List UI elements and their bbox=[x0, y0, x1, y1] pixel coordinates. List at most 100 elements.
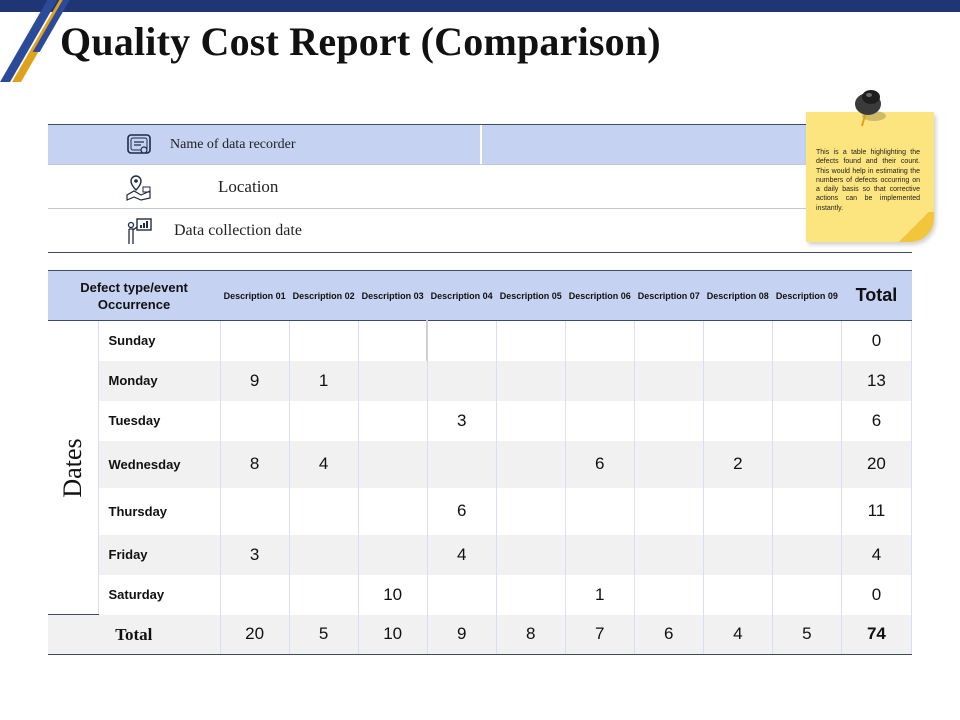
value-cell[interactable]: 1 bbox=[565, 574, 635, 615]
value-cell[interactable] bbox=[565, 487, 635, 535]
value-cell[interactable] bbox=[220, 574, 290, 615]
value-cell[interactable] bbox=[772, 487, 842, 535]
value-cell[interactable] bbox=[703, 360, 773, 401]
column-total-cell: 5 bbox=[772, 614, 842, 655]
value-cell[interactable] bbox=[358, 534, 428, 575]
value-cell[interactable] bbox=[358, 400, 428, 441]
day-label: Thursday bbox=[98, 487, 221, 535]
value-cell[interactable] bbox=[565, 534, 635, 575]
value-cell[interactable]: 2 bbox=[703, 440, 773, 488]
top-bar bbox=[0, 0, 960, 12]
row-total-cell: 20 bbox=[841, 440, 913, 488]
value-cell[interactable] bbox=[772, 400, 842, 441]
value-cell[interactable] bbox=[289, 534, 359, 575]
totals-row: Total 20 5 10 9 8 7 6 4 5 74 bbox=[48, 614, 913, 655]
value-cell[interactable] bbox=[289, 400, 359, 441]
value-cell[interactable] bbox=[634, 320, 704, 361]
day-label: Wednesday bbox=[98, 440, 221, 488]
header-defect-type: Defect type/event Occurrence bbox=[48, 270, 221, 321]
value-cell[interactable]: 6 bbox=[565, 440, 635, 488]
value-cell[interactable]: 4 bbox=[427, 534, 497, 575]
sticky-note: This is a table highlighting the defects… bbox=[806, 112, 934, 242]
header-description: Description 03 bbox=[358, 270, 428, 321]
value-cell[interactable]: 3 bbox=[220, 534, 290, 575]
header-description: Description 07 bbox=[634, 270, 704, 321]
note-fold bbox=[894, 212, 934, 242]
value-cell[interactable] bbox=[772, 320, 842, 361]
value-cell[interactable] bbox=[496, 440, 566, 488]
value-cell[interactable] bbox=[772, 360, 842, 401]
value-cell[interactable] bbox=[496, 574, 566, 615]
day-label: Friday bbox=[98, 534, 221, 575]
value-cell[interactable] bbox=[427, 574, 497, 615]
value-cell[interactable] bbox=[289, 487, 359, 535]
value-cell[interactable] bbox=[289, 574, 359, 615]
table-row: Dates Sunday 0 bbox=[48, 320, 913, 615]
column-total-cell: 20 bbox=[220, 614, 290, 655]
value-cell[interactable] bbox=[496, 360, 566, 401]
info-table: Name of data recorder Location bbox=[48, 124, 912, 253]
value-cell[interactable] bbox=[634, 487, 704, 535]
value-cell[interactable] bbox=[220, 400, 290, 441]
value-cell[interactable] bbox=[358, 360, 428, 401]
table-header-row: Defect type/event Occurrence Description… bbox=[48, 270, 912, 321]
value-cell[interactable] bbox=[565, 320, 635, 361]
dates-label: Dates bbox=[57, 437, 87, 498]
column-total-cell: 6 bbox=[634, 614, 704, 655]
value-cell[interactable]: 3 bbox=[427, 400, 497, 441]
value-cell[interactable] bbox=[426, 320, 497, 361]
value-cell[interactable] bbox=[703, 400, 773, 441]
value-cell[interactable] bbox=[634, 360, 704, 401]
value-cell[interactable] bbox=[634, 400, 704, 441]
value-cell[interactable] bbox=[427, 440, 497, 488]
value-cell[interactable] bbox=[772, 440, 842, 488]
table-row: Tuesday 3 6 bbox=[48, 400, 913, 441]
row-total-cell: 11 bbox=[841, 487, 913, 535]
value-cell[interactable] bbox=[703, 320, 773, 361]
value-cell[interactable] bbox=[634, 534, 704, 575]
table-row: Monday 9 1 13 bbox=[48, 360, 913, 401]
page-title: Quality Cost Report (Comparison) bbox=[60, 19, 661, 64]
value-cell[interactable] bbox=[703, 487, 773, 535]
day-label: Monday bbox=[98, 360, 221, 401]
totals-label: Total bbox=[48, 614, 221, 655]
value-cell[interactable] bbox=[772, 534, 842, 575]
table-row: Wednesday 8 4 6 2 20 bbox=[48, 440, 913, 488]
value-cell[interactable] bbox=[634, 574, 704, 615]
value-cell[interactable] bbox=[358, 320, 428, 361]
value-cell[interactable] bbox=[703, 574, 773, 615]
value-cell[interactable] bbox=[496, 400, 566, 441]
value-cell[interactable] bbox=[565, 360, 635, 401]
value-cell[interactable]: 10 bbox=[358, 574, 428, 615]
value-cell[interactable] bbox=[220, 487, 290, 535]
value-cell[interactable] bbox=[772, 574, 842, 615]
value-cell[interactable]: 1 bbox=[289, 360, 359, 401]
column-total-cell: 8 bbox=[496, 614, 566, 655]
value-cell[interactable] bbox=[703, 534, 773, 575]
value-cell[interactable] bbox=[358, 440, 428, 488]
header-description: Description 02 bbox=[289, 270, 359, 321]
value-cell[interactable] bbox=[427, 360, 497, 401]
value-cell[interactable] bbox=[220, 320, 290, 361]
header-description: Description 04 bbox=[427, 270, 497, 321]
value-cell[interactable] bbox=[565, 400, 635, 441]
value-cell[interactable] bbox=[496, 320, 566, 361]
header-description: Description 01 bbox=[220, 270, 290, 321]
table-row: Thursday 6 11 bbox=[48, 487, 913, 535]
value-cell[interactable] bbox=[289, 320, 359, 361]
value-cell[interactable]: 6 bbox=[427, 487, 497, 535]
table-row: Saturday 10 1 0 bbox=[48, 574, 913, 615]
value-cell[interactable]: 4 bbox=[289, 440, 359, 488]
column-total-cell: 4 bbox=[703, 614, 773, 655]
value-cell[interactable]: 8 bbox=[220, 440, 290, 488]
value-cell[interactable] bbox=[634, 440, 704, 488]
value-cell[interactable]: 9 bbox=[220, 360, 290, 401]
row-total-cell: 0 bbox=[841, 574, 913, 615]
row-total-cell: 0 bbox=[841, 320, 913, 361]
value-cell[interactable] bbox=[496, 487, 566, 535]
info-label-date: Data collection date bbox=[174, 221, 302, 239]
value-cell[interactable] bbox=[358, 487, 428, 535]
day-label: Saturday bbox=[98, 574, 221, 615]
presenter-chart-icon bbox=[104, 209, 174, 252]
value-cell[interactable] bbox=[496, 534, 566, 575]
